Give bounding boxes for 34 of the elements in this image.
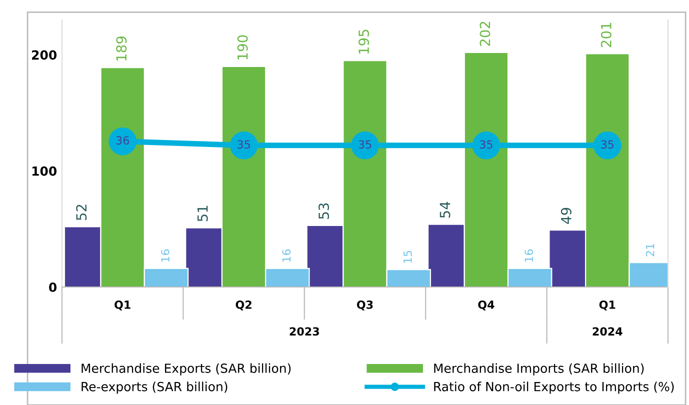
text: 2024 bbox=[592, 327, 622, 336]
data-label: 189 bbox=[116, 36, 127, 61]
data-label: 36 bbox=[116, 136, 129, 145]
x-tick-label: Q1 bbox=[599, 300, 616, 310]
legend-label: Merchandise Exports (SAR billion) bbox=[82, 363, 291, 376]
data-label: 21 bbox=[646, 244, 654, 256]
data-label: 16 bbox=[161, 249, 170, 262]
data-label: 53 bbox=[318, 203, 330, 219]
data-label: 35 bbox=[601, 140, 614, 149]
y-tick-label: 100 bbox=[32, 166, 57, 176]
data-label: 16 bbox=[524, 249, 534, 262]
data-label: 51 bbox=[198, 206, 208, 222]
data-label: 16 bbox=[282, 249, 291, 262]
data-label: 35 bbox=[480, 140, 492, 149]
x-tick-label: Q4 bbox=[478, 300, 494, 310]
data-label: 15 bbox=[404, 250, 412, 263]
legend-label: Re-exports (SAR billion) bbox=[82, 382, 228, 394]
data-label: 35 bbox=[358, 140, 372, 149]
data-label: 52 bbox=[76, 204, 87, 220]
text: 2023 bbox=[290, 327, 319, 336]
y-tick-label: 200 bbox=[32, 50, 57, 60]
data-label: 190 bbox=[237, 35, 248, 60]
x-tick-label: Q2 bbox=[236, 300, 252, 310]
data-label: 195 bbox=[358, 30, 370, 54]
data-label: 35 bbox=[238, 140, 250, 149]
data-label: 54 bbox=[440, 202, 450, 218]
data-label: 49 bbox=[560, 208, 572, 224]
y-tick-label: 0 bbox=[49, 282, 57, 292]
legend-label: Ratio of Non-oil Exports to Imports (%) bbox=[434, 382, 674, 394]
x-tick-label: Q1 bbox=[114, 300, 130, 310]
data-label: 201 bbox=[600, 22, 612, 48]
legend-label: Merchandise Imports (SAR billion) bbox=[434, 363, 644, 376]
data-label: 202 bbox=[480, 22, 490, 46]
x-tick-label: Q3 bbox=[356, 300, 373, 310]
